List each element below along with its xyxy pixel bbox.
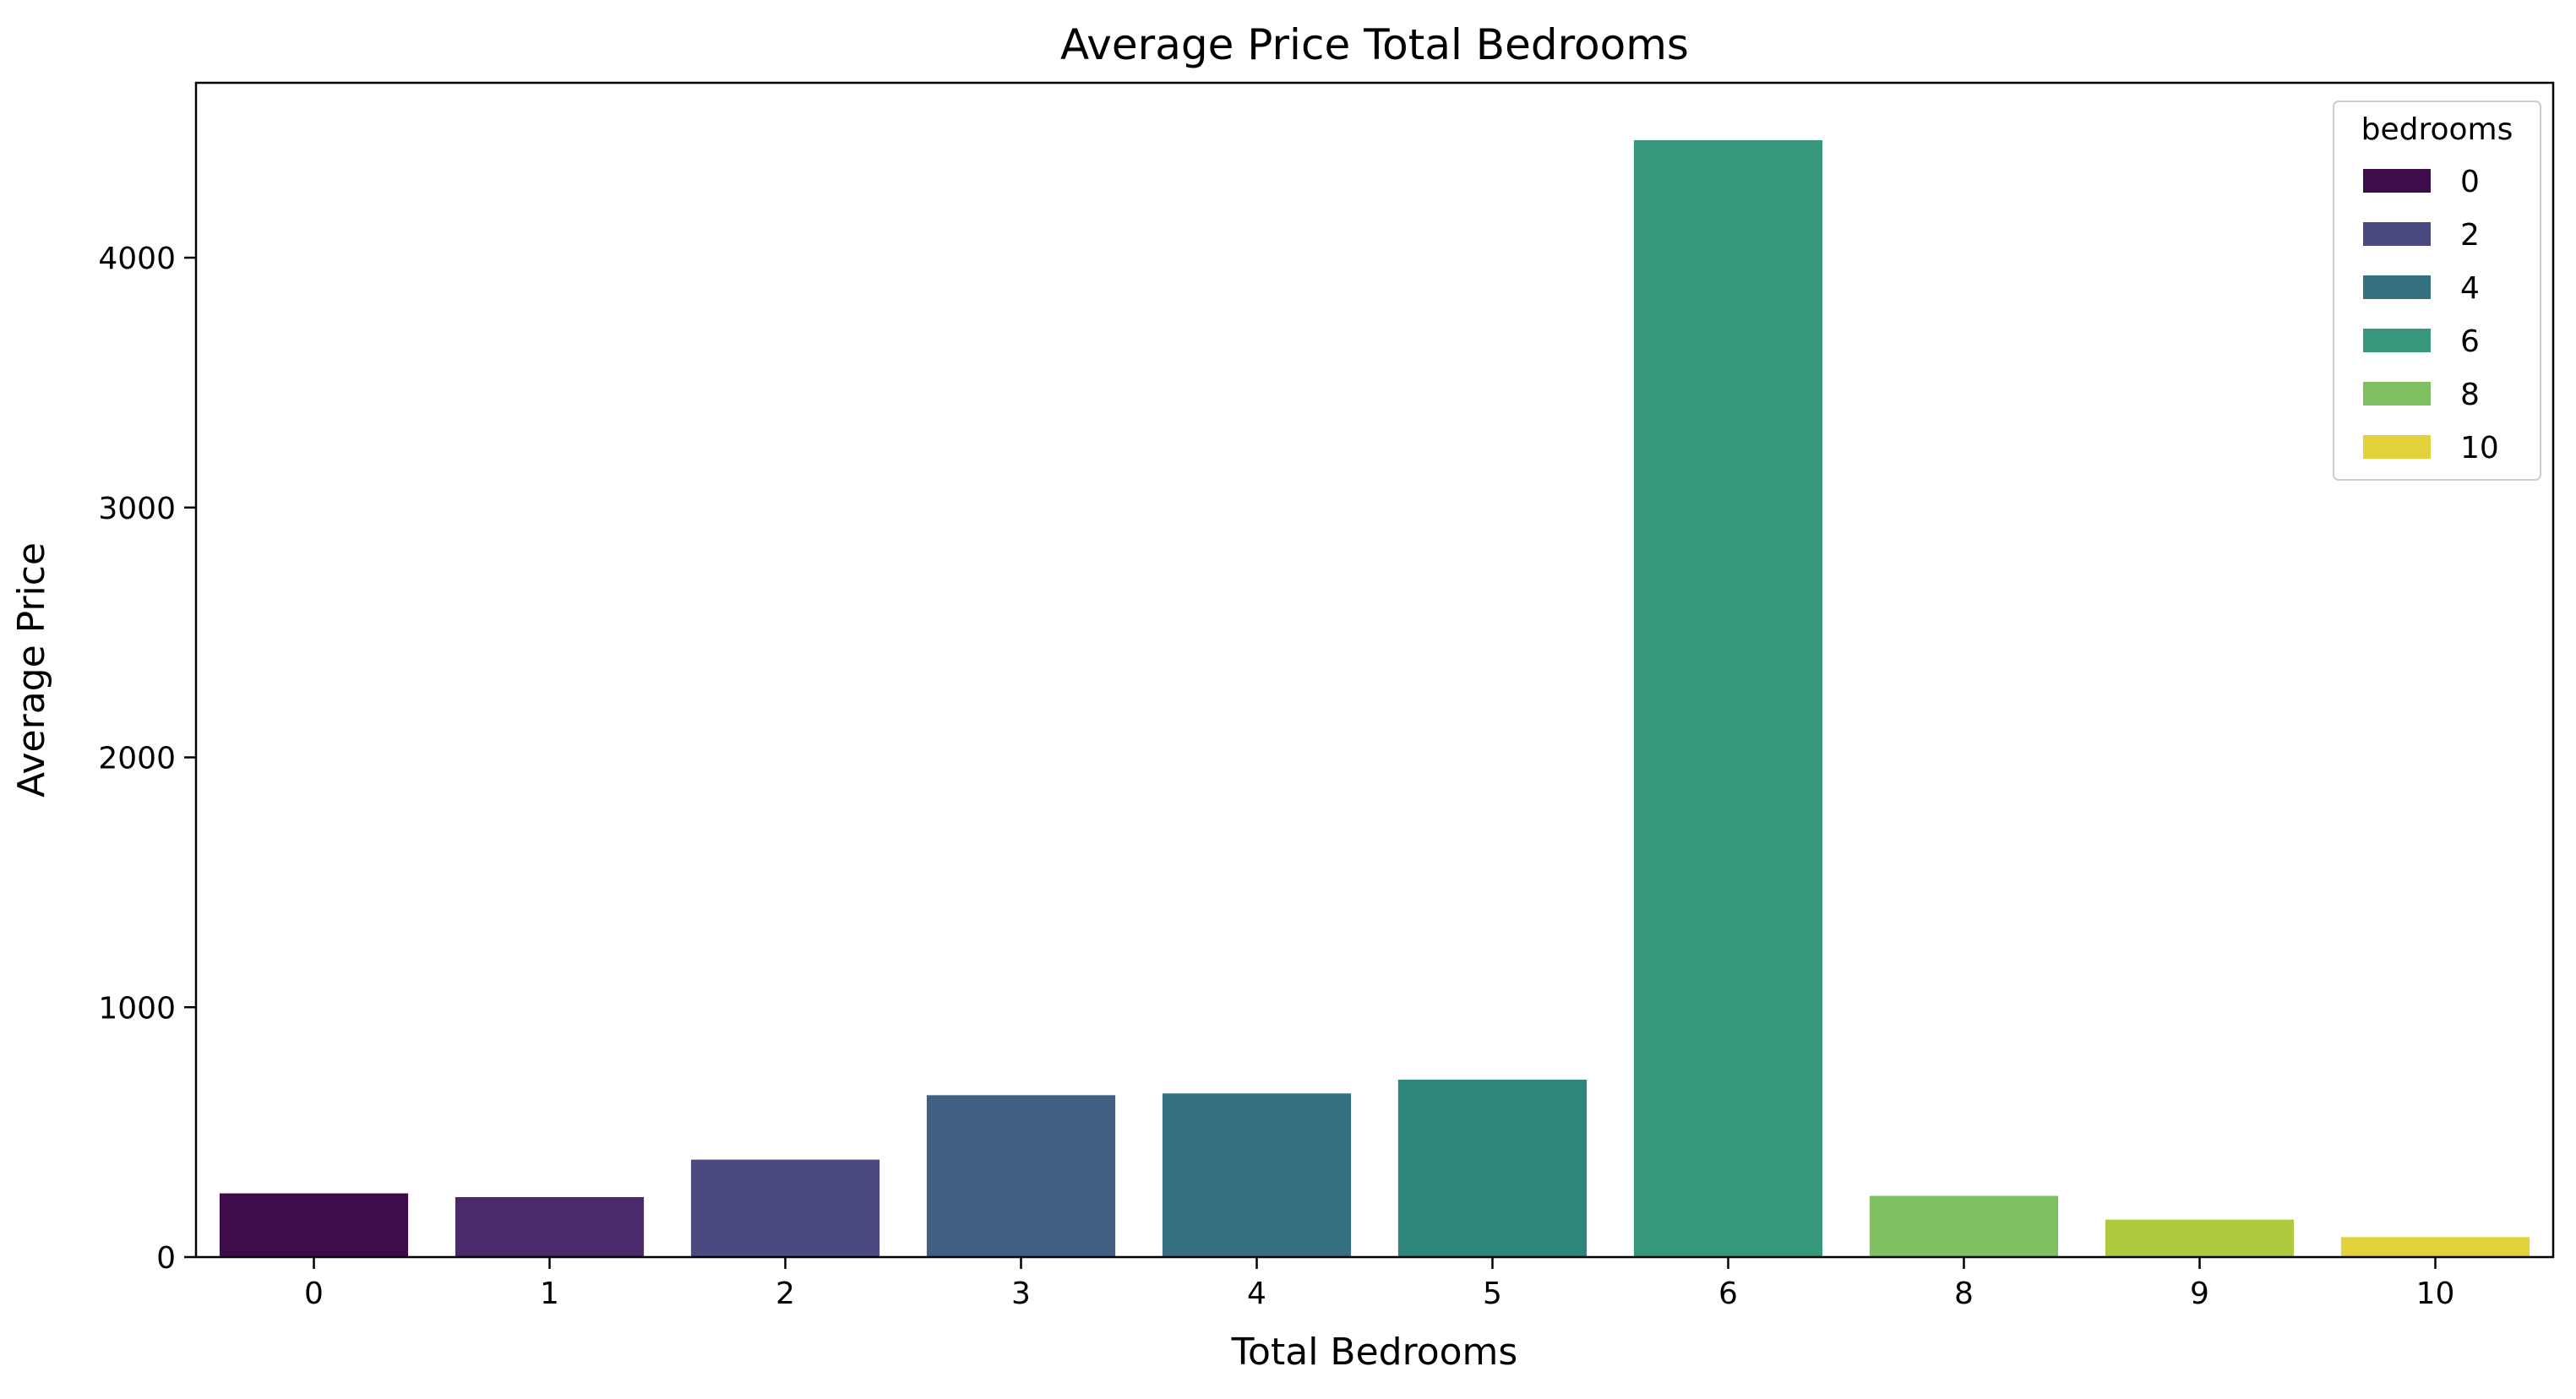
- legend-swatch: [2363, 169, 2431, 193]
- legend-swatch: [2363, 329, 2431, 352]
- bar-0: [219, 1193, 409, 1257]
- y-tick-label: 1000: [98, 991, 176, 1026]
- bar-5: [1397, 1080, 1588, 1257]
- y-tick-label: 0: [156, 1241, 176, 1276]
- bar-3: [926, 1095, 1116, 1257]
- bar-1: [455, 1197, 645, 1257]
- y-tick-label: 3000: [98, 492, 176, 526]
- y-ticks-group: 0 1000 2000 3000 4000: [98, 242, 196, 1276]
- x-tick-label: 1: [540, 1277, 559, 1311]
- bars-group: [219, 140, 2530, 1258]
- legend-label: 4: [2460, 271, 2480, 306]
- legend-label: 8: [2460, 378, 2480, 412]
- y-tick-label: 4000: [98, 242, 176, 276]
- bar-9: [2105, 1219, 2295, 1257]
- legend-title: bedrooms: [2361, 112, 2513, 147]
- plot-frame: [194, 81, 2555, 1259]
- bar-4: [1162, 1093, 1352, 1257]
- legend-label: 0: [2460, 165, 2480, 199]
- legend-swatch: [2363, 275, 2431, 299]
- legend-label: 6: [2460, 324, 2480, 359]
- x-tick-label: 3: [1011, 1277, 1031, 1311]
- y-axis-label: Average Price: [10, 542, 53, 797]
- x-tick-label: 4: [1247, 1277, 1266, 1311]
- legend-entries: 0 2 4 6 8 10: [2363, 165, 2499, 465]
- x-axis-label: Total Bedrooms: [1231, 1331, 1518, 1374]
- legend-label: 10: [2460, 431, 2499, 465]
- chart-title: Average Price Total Bedrooms: [1060, 20, 1689, 69]
- x-tick-label: 0: [304, 1277, 324, 1311]
- x-ticks-group: 0 1 2 3 4 5 6 8 9 10: [304, 1257, 2454, 1311]
- x-tick-label: 8: [1954, 1277, 1974, 1311]
- x-tick-label: 9: [2190, 1277, 2209, 1311]
- x-tick-label: 6: [1718, 1277, 1738, 1311]
- legend-swatch: [2363, 222, 2431, 246]
- x-tick-label: 10: [2416, 1277, 2455, 1311]
- x-tick-label: 2: [776, 1277, 795, 1311]
- x-tick-label: 5: [1483, 1277, 1502, 1311]
- legend-swatch: [2363, 382, 2431, 406]
- y-tick-label: 2000: [98, 742, 176, 776]
- legend-label: 2: [2460, 218, 2480, 253]
- legend-swatch: [2363, 435, 2431, 459]
- bar-10: [2340, 1237, 2530, 1257]
- legend: bedrooms 0 2 4 6 8 10: [2333, 101, 2541, 481]
- bar-2: [690, 1159, 880, 1257]
- bar-6: [1633, 140, 1823, 1258]
- bar-8: [1869, 1195, 2059, 1257]
